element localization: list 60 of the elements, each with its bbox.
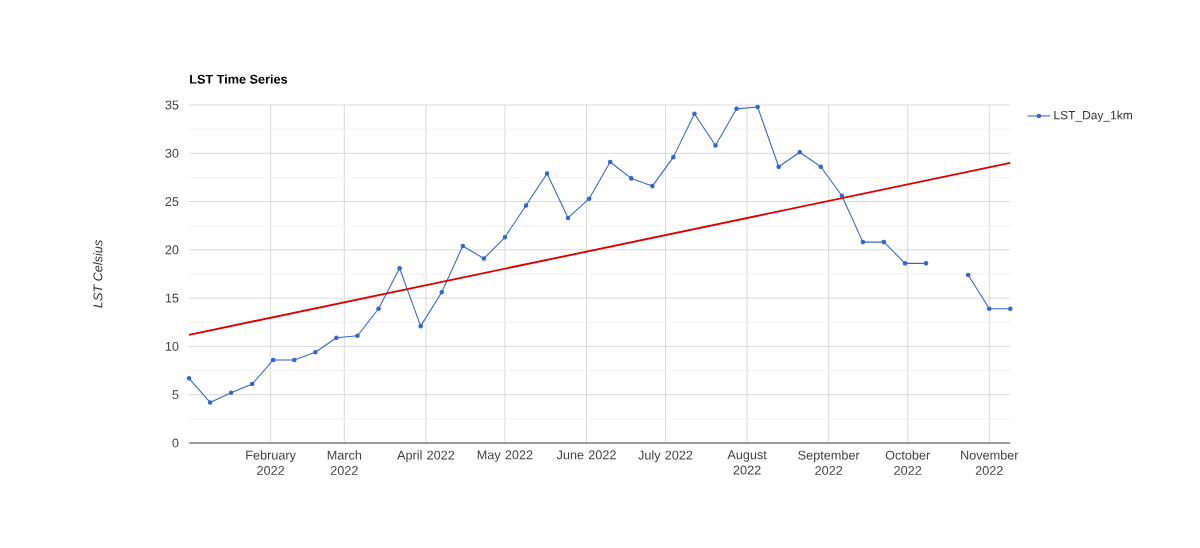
point [228,390,234,396]
point [523,203,529,208]
point [734,106,739,112]
point [270,357,276,363]
y-axis-title: LST Celsius [93,240,103,308]
legend-label: LST_Day_1km [1054,110,1132,122]
point [439,290,444,295]
point [186,376,192,381]
point [650,183,655,189]
point [586,196,592,201]
point [565,215,571,221]
point [355,333,360,339]
x-tick-label: June 2022 [556,450,616,460]
point [460,243,466,249]
point [881,239,887,245]
y-tick-label: 20 [165,245,179,255]
point [987,306,992,312]
point [860,239,866,245]
x-tick-label: May 2022 [477,450,533,462]
x-tick-label: October 2022 [885,450,930,475]
x-tick-label: August 2022 [727,450,767,475]
point [839,193,845,199]
point [902,261,908,266]
point [481,256,487,261]
point [607,159,613,165]
y-tick-label: 0 [172,438,179,448]
point [334,335,339,340]
point [313,349,318,355]
y-tick-label: 35 [165,100,179,110]
point [544,171,550,176]
x-tick-label: July 2022 [638,450,693,463]
point [376,306,381,312]
y-tick-label: 10 [165,341,179,351]
point [207,400,213,405]
point [502,235,508,240]
y-tick-label: 5 [172,390,179,400]
point [923,261,929,266]
point [776,164,781,170]
x-tick-label: November 2022 [961,450,1019,475]
point [249,381,255,387]
point [292,357,297,363]
point [418,323,423,329]
point [755,104,760,110]
point [965,272,971,278]
y-tick-label: 25 [165,197,179,207]
chart-title: LST Time Series [190,74,288,84]
x-tick-label: September 2022 [798,450,860,475]
x-tick-label: April 2022 [397,450,455,463]
point [397,265,402,271]
x-tick-label: March 2022 [327,450,362,475]
x-tick-label: February 2022 [246,450,296,475]
point [671,154,676,160]
point [818,164,824,170]
y-tick-label: 30 [165,148,179,158]
point [628,176,634,181]
point [692,111,697,116]
point [1008,306,1013,312]
point [797,150,803,155]
y-tick-label: 15 [165,293,179,303]
point [713,143,718,148]
